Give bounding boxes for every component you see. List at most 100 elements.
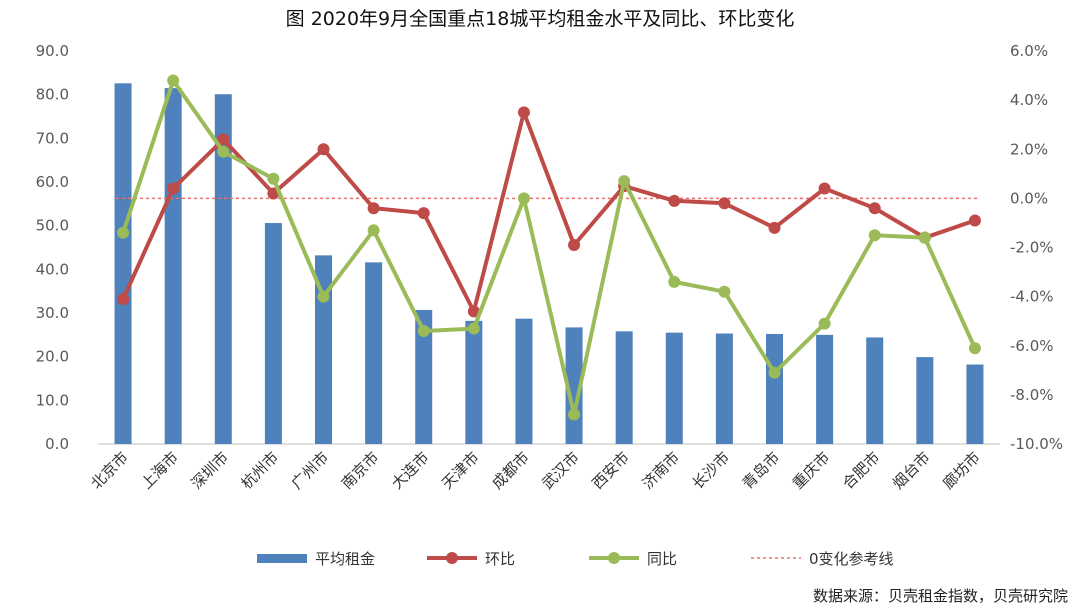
data-point (517, 106, 530, 119)
bar (866, 337, 884, 444)
category-label: 上海市 (137, 448, 182, 493)
bar (916, 357, 934, 444)
legend-marker (446, 552, 458, 564)
bar (615, 331, 633, 444)
category-label: 济南市 (639, 448, 684, 493)
category-label: 长沙市 (689, 448, 734, 493)
legend-marker (608, 552, 620, 564)
data-point (718, 197, 731, 210)
category-label: 重庆市 (789, 448, 834, 493)
data-point (267, 172, 280, 185)
y-left-tick-label: 60.0 (36, 173, 69, 191)
category-label: 廊坊市 (939, 448, 984, 493)
line-series-环比 (117, 106, 981, 318)
bar (766, 333, 783, 444)
data-point (317, 143, 330, 156)
data-point (367, 224, 380, 237)
y-left-tick-label: 30.0 (36, 304, 69, 322)
data-point (868, 202, 881, 215)
y-right-tick-label: -4.0% (1010, 288, 1054, 306)
data-point (167, 74, 180, 87)
bar (315, 255, 332, 444)
bar (665, 332, 683, 444)
category-label: 天津市 (438, 448, 483, 493)
y-left-tick-label: 10.0 (36, 391, 69, 409)
data-point (768, 221, 781, 234)
category-label: 大连市 (388, 448, 433, 493)
y-left-tick-label: 50.0 (36, 217, 69, 235)
category-label: 合肥市 (839, 448, 884, 493)
category-label: 杭州市 (238, 448, 283, 493)
data-point (417, 207, 430, 220)
data-point (768, 366, 781, 379)
y-right-tick-label: -6.0% (1010, 337, 1054, 355)
y-left-tick-label: 80.0 (36, 86, 69, 104)
series-line (121, 110, 976, 314)
bar-series (114, 83, 984, 445)
chart-title: 图 2020年9月全国重点18城平均租金水平及同比、环比变化 (286, 8, 795, 30)
bar (365, 262, 383, 444)
y-right-tick-label: -10.0% (1010, 435, 1063, 453)
y-left-tick-label: 0.0 (45, 435, 69, 453)
series-line (121, 78, 977, 417)
bar (465, 320, 483, 444)
data-point (968, 214, 981, 227)
category-label: 成都市 (488, 448, 533, 493)
legend-label: 0变化参考线 (809, 550, 894, 568)
legend-label: 环比 (485, 550, 515, 568)
data-point (367, 202, 380, 215)
y-left-tick-label: 40.0 (36, 260, 69, 278)
data-point (668, 194, 681, 207)
data-point (968, 342, 981, 355)
line-series (117, 74, 981, 421)
data-point (317, 290, 330, 303)
legend-item: 平均租金 (257, 550, 375, 568)
data-point (818, 317, 831, 330)
bar (515, 318, 533, 444)
bar (816, 334, 834, 444)
data-point (467, 322, 480, 335)
source-note: 数据来源：贝壳租金指数，贝壳研究院 (813, 587, 1068, 605)
bar (164, 88, 182, 444)
bar (264, 223, 282, 444)
data-point (217, 133, 230, 146)
data-point (668, 275, 681, 288)
line-series-同比 (117, 74, 981, 421)
data-point (467, 305, 480, 318)
y-left-tick-label: 20.0 (36, 348, 69, 366)
category-label: 烟台市 (889, 448, 934, 493)
axes: 0.0 10.0 20.0 30.0 40.0 50.0 60.0 70.0 80.0 90.0 -… (36, 42, 1063, 453)
bar (966, 364, 984, 444)
data-point (217, 145, 230, 158)
category-label: 深圳市 (188, 448, 233, 493)
y-left-tick-label: 70.0 (36, 129, 69, 147)
bar (415, 309, 433, 444)
data-point (568, 239, 581, 252)
category-label: 北京市 (87, 448, 132, 493)
category-label: 广州市 (288, 448, 333, 493)
legend-item: 环比 (427, 550, 515, 568)
y-right-tick-label: -8.0% (1010, 386, 1054, 404)
data-point (618, 175, 631, 188)
category-label: 南京市 (338, 448, 383, 493)
y-right-tick-label: -2.0% (1010, 239, 1054, 257)
legend-label: 平均租金 (315, 550, 375, 568)
data-point (117, 226, 130, 239)
category-label: 武汉市 (538, 448, 583, 493)
data-point (568, 408, 581, 421)
bar (114, 83, 132, 445)
data-point (718, 285, 731, 298)
legend: 平均租金 环比 同比 0变化参考线 (257, 550, 894, 568)
data-point (868, 229, 881, 242)
y-right-tick-label: 2.0% (1010, 140, 1048, 158)
data-point (117, 293, 130, 306)
data-point (167, 182, 180, 195)
data-point (818, 182, 831, 195)
bar (715, 333, 733, 444)
bar (214, 94, 232, 444)
data-point (517, 192, 530, 205)
y-right-tick-label: 0.0% (1010, 189, 1048, 207)
legend-label: 同比 (647, 550, 677, 568)
y-right-tick-label: 6.0% (1010, 42, 1048, 60)
